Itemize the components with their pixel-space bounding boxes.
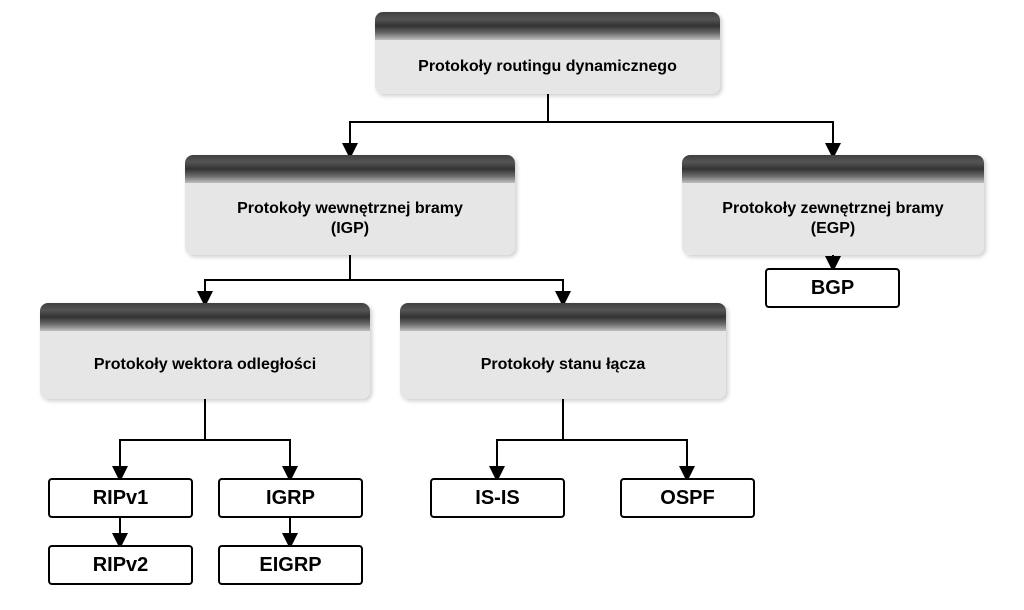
node-header bbox=[375, 12, 720, 40]
leaf-eigrp: EIGRP bbox=[218, 545, 363, 585]
node-label: Protokoły wewnętrznej bramy(IGP) bbox=[185, 183, 515, 255]
node-header bbox=[400, 303, 726, 331]
leaf-bgp: BGP bbox=[765, 268, 900, 308]
node-root: Protokoły routingu dynamicznego bbox=[375, 12, 720, 94]
node-link-state: Protokoły stanu łącza bbox=[400, 303, 726, 399]
leaf-ripv1: RIPv1 bbox=[48, 478, 193, 518]
leaf-igrp: IGRP bbox=[218, 478, 363, 518]
node-distance-vector: Protokoły wektora odległości bbox=[40, 303, 370, 399]
node-label: Protokoły routingu dynamicznego bbox=[375, 40, 720, 94]
leaf-isis: IS-IS bbox=[430, 478, 565, 518]
node-label: Protokoły wektora odległości bbox=[40, 331, 370, 399]
node-igp: Protokoły wewnętrznej bramy(IGP) bbox=[185, 155, 515, 255]
node-label: Protokoły zewnętrznej bramy(EGP) bbox=[682, 183, 984, 255]
leaf-ospf: OSPF bbox=[620, 478, 755, 518]
node-header bbox=[185, 155, 515, 183]
node-egp: Protokoły zewnętrznej bramy(EGP) bbox=[682, 155, 984, 255]
leaf-ripv2: RIPv2 bbox=[48, 545, 193, 585]
node-header bbox=[682, 155, 984, 183]
node-header bbox=[40, 303, 370, 331]
node-label: Protokoły stanu łącza bbox=[400, 331, 726, 399]
diagram-container: { "canvas": { "width": 1024, "height": 6… bbox=[0, 0, 1024, 610]
